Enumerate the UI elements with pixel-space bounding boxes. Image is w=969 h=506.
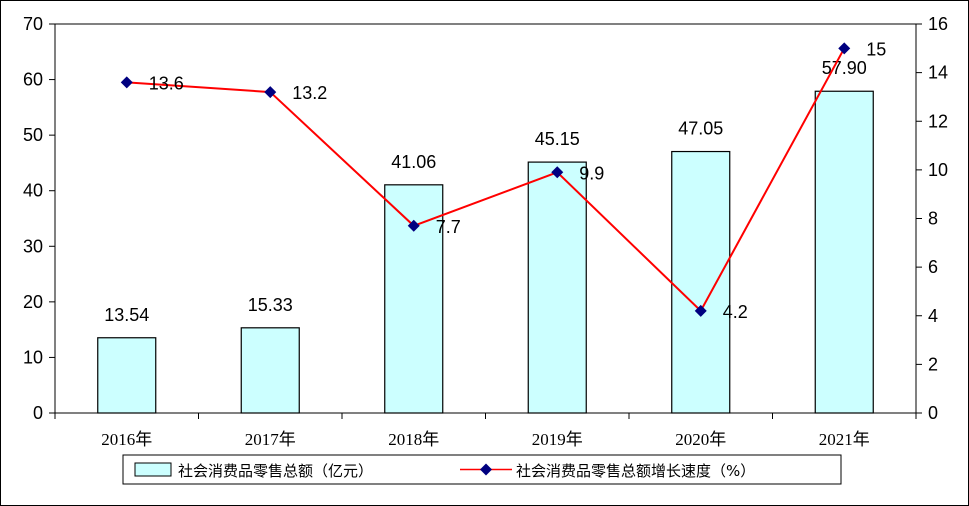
line-point-marker	[407, 219, 420, 232]
y-left-tick-label: 30	[23, 236, 43, 256]
legend-box	[122, 454, 842, 485]
y-left-tick-label: 60	[23, 70, 43, 90]
bar	[671, 150, 731, 414]
line-point-marker	[264, 86, 277, 99]
x-tick-label: 2021年	[819, 430, 870, 449]
y-right-tick-label: 2	[928, 354, 938, 374]
y-left-tick-label: 70	[23, 14, 43, 34]
bar	[814, 90, 874, 414]
bar-data-label: 41.06	[391, 152, 436, 172]
y-left-tick-label: 50	[23, 125, 43, 145]
y-right-tick-label: 6	[928, 257, 938, 277]
line-point-marker	[551, 166, 564, 179]
bar-data-label: 47.05	[678, 119, 723, 139]
bar	[527, 161, 587, 414]
line-point-marker	[694, 304, 707, 317]
y-left-tick-label: 40	[23, 181, 43, 201]
line-point-marker	[838, 42, 851, 55]
x-axis: 2016年 2017年 2018年 2019年 2020年 2021年	[54, 23, 917, 449]
y-right-tick-label: 16	[928, 14, 948, 34]
y-left-tick-label: 0	[33, 403, 43, 423]
x-tick-label: 2016年	[101, 430, 152, 449]
x-tick-label: 2020年	[675, 430, 726, 449]
legend-line-marker	[480, 463, 492, 476]
bar	[240, 327, 300, 414]
line-data-label: 13.6	[149, 73, 184, 93]
bar-data-label: 13.54	[104, 305, 149, 325]
y-left-tick-label: 10	[23, 347, 43, 367]
x-tick-label: 2018年	[388, 430, 439, 449]
line-labels: 13.6 13.2 7.7 9.9 4.2 15	[149, 39, 887, 322]
y-right-tick-label: 0	[928, 403, 938, 423]
y-left-tick-label: 20	[23, 292, 43, 312]
line-series	[120, 42, 851, 317]
legend-bar-swatch	[134, 462, 172, 477]
plot-area	[54, 23, 917, 414]
legend-line-label: 社会消费品零售总额增长速度（%）	[516, 462, 755, 480]
line-data-label: 7.7	[436, 217, 461, 237]
bar	[97, 337, 157, 414]
y-right-tick-label: 12	[928, 111, 948, 131]
bar-labels: 13.54 15.33 41.06 45.15 47.05 57.90	[104, 58, 867, 325]
x-tick-label: 2017年	[245, 430, 296, 449]
legend-bar-label: 社会消费品零售总额（亿元）	[178, 462, 373, 480]
x-tick-label: 2019年	[532, 430, 583, 449]
y-right-tick-label: 8	[928, 209, 938, 229]
y-left-axis: 0 10 20 30 40 50 60 70	[23, 14, 55, 423]
line-data-label: 13.2	[292, 83, 327, 103]
bar-series	[97, 90, 874, 414]
y-right-tick-label: 10	[928, 160, 948, 180]
y-right-tick-label: 4	[928, 306, 938, 326]
y-right-tick-label: 14	[928, 63, 948, 83]
line-data-label: 15	[866, 39, 886, 59]
bar-data-label: 57.90	[822, 58, 867, 78]
line-data-label: 9.9	[579, 163, 604, 183]
y-right-axis: 0 2 4 6 8 10 12 14 16	[916, 14, 948, 423]
line-path	[126, 47, 846, 313]
line-data-label: 4.2	[723, 302, 748, 322]
legend: 社会消费品零售总额（亿元） 社会消费品零售总额增长速度（%）	[122, 454, 842, 485]
bar-data-label: 45.15	[535, 129, 580, 149]
line-point-marker	[120, 76, 133, 89]
bar-data-label: 15.33	[248, 295, 293, 315]
